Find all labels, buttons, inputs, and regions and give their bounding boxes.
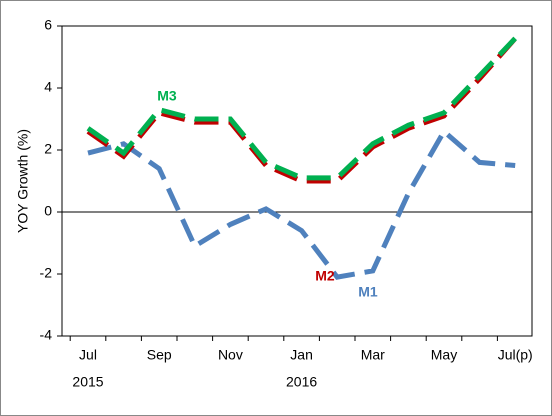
x-tick-label: Nov xyxy=(218,347,243,363)
x-tick-label: Mar xyxy=(361,347,385,363)
series-line xyxy=(86,36,518,181)
x-tick-label: Jul xyxy=(79,347,97,363)
series-line xyxy=(86,36,518,184)
y-axis-label: YOY Growth (%) xyxy=(15,129,31,233)
series-line xyxy=(87,127,516,280)
y-tick-label: -2 xyxy=(40,265,53,281)
series-label: M3 xyxy=(157,88,177,104)
y-tick-label: 2 xyxy=(44,141,52,157)
y-tick-label: 6 xyxy=(44,17,52,33)
plot-area xyxy=(61,25,533,337)
x-tick-label: Jan xyxy=(290,347,313,363)
y-tick-label: -4 xyxy=(40,327,53,343)
y-tick-label: 4 xyxy=(44,79,52,95)
y-tick-label: 0 xyxy=(44,203,52,219)
x-tick-label: Sep xyxy=(147,347,172,363)
x-tick-label: May xyxy=(431,347,457,363)
year-label: 2016 xyxy=(286,374,317,390)
x-tick-label: Jul(p) xyxy=(498,347,533,363)
year-label: 2015 xyxy=(72,374,103,390)
series-label: M1 xyxy=(358,284,378,300)
series-label: M2 xyxy=(315,268,335,284)
